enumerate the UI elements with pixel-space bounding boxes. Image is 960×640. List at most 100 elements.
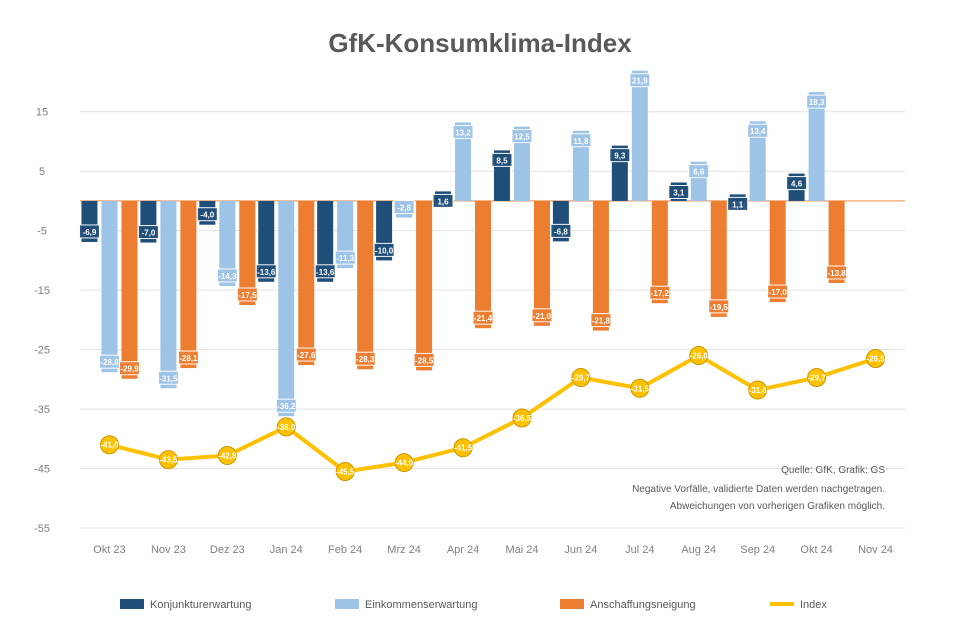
bar xyxy=(710,200,727,317)
data-label-box xyxy=(275,398,297,413)
data-label-box xyxy=(531,308,553,323)
data-label: -28,1 xyxy=(179,354,198,363)
data-label: 12,5 xyxy=(514,133,530,142)
data-label-box xyxy=(609,148,631,163)
index-point xyxy=(158,450,178,470)
bar xyxy=(317,200,334,282)
bar xyxy=(101,200,118,373)
bar xyxy=(298,200,315,366)
data-label: -13,6 xyxy=(316,268,335,277)
source-note: Quelle: GfK, Grafik: GS xyxy=(781,465,885,476)
data-label: -21,4 xyxy=(474,314,493,323)
data-label-box xyxy=(688,164,710,179)
data-label: -6,9 xyxy=(83,228,97,237)
data-label-box xyxy=(629,73,651,88)
index-point xyxy=(630,378,650,398)
data-label-box xyxy=(78,224,100,239)
bar xyxy=(160,200,177,389)
y-tick-label: 15 xyxy=(36,107,48,119)
data-label: 6,6 xyxy=(693,168,705,177)
index-point xyxy=(276,417,296,437)
data-label-box xyxy=(786,176,808,191)
data-label-box xyxy=(590,313,612,328)
legend-label: Konjunkturerwartung xyxy=(150,599,252,611)
data-label: -13,8 xyxy=(827,269,846,278)
data-label-box xyxy=(747,123,769,138)
data-label-box xyxy=(373,242,395,257)
bar xyxy=(180,200,197,369)
data-label: -28,5 xyxy=(415,356,434,365)
bar xyxy=(219,200,236,286)
bar xyxy=(631,70,648,201)
x-tick-label: Jun 24 xyxy=(564,544,597,556)
data-label-box xyxy=(452,124,474,139)
bar xyxy=(651,200,668,304)
data-label: -17,0 xyxy=(769,288,788,297)
x-tick-label: Sep 24 xyxy=(740,544,775,556)
x-tick-label: Mrz 24 xyxy=(387,544,421,556)
bar xyxy=(239,200,256,305)
index-point xyxy=(394,453,414,473)
data-label-box xyxy=(413,352,435,367)
index-point-label: -38,0 xyxy=(277,423,296,432)
data-label: 11,8 xyxy=(573,137,589,146)
bar xyxy=(749,121,766,201)
footnote-line-1: Negative Vorfälle, validierte Daten werd… xyxy=(632,484,885,495)
index-point-label: -44,0 xyxy=(395,459,414,468)
legend-label: Index xyxy=(800,599,827,611)
index-line xyxy=(108,353,877,474)
data-label-box xyxy=(649,285,671,300)
x-tick-label: Nov 24 xyxy=(858,544,893,556)
data-label: -11,3 xyxy=(336,254,354,263)
data-label: 9,3 xyxy=(614,152,626,161)
legend: Konjunkturerwartung Einkommenserwartung An… xyxy=(120,599,827,611)
data-label: -31,5 xyxy=(159,374,178,383)
index-point-label: -43,5 xyxy=(159,456,178,465)
data-label-box xyxy=(216,268,238,283)
y-tick-label: -35 xyxy=(34,404,50,416)
data-label: -17,5 xyxy=(238,291,257,300)
bar xyxy=(455,122,472,201)
data-label: -27,6 xyxy=(297,351,316,360)
data-label-box xyxy=(668,184,690,199)
data-label-box xyxy=(177,350,199,365)
legend-swatch xyxy=(120,599,144,609)
data-label: -4,0 xyxy=(200,211,214,220)
data-label-box xyxy=(137,225,159,240)
data-label-box xyxy=(157,370,179,385)
bar xyxy=(592,200,609,331)
data-label: 18,3 xyxy=(809,98,825,107)
data-label: -13,6 xyxy=(257,268,276,277)
index-point-label: -45,5 xyxy=(336,468,355,477)
data-label-box xyxy=(511,129,533,144)
data-label: -7,0 xyxy=(141,229,155,238)
data-label-box xyxy=(727,196,749,211)
bar xyxy=(258,200,275,282)
index-point xyxy=(217,445,237,465)
index-point-label: -36,5 xyxy=(513,414,532,423)
data-label: 1,1 xyxy=(732,200,744,209)
data-label-box xyxy=(393,200,415,215)
bar xyxy=(513,126,530,201)
index-point-label: -26,0 xyxy=(690,352,709,361)
index-point xyxy=(571,368,591,388)
x-tick-label: Feb 24 xyxy=(328,544,362,556)
data-label-box xyxy=(826,265,848,280)
x-tick-label: Aug 24 xyxy=(681,544,716,556)
x-tick-label: Jan 24 xyxy=(270,544,303,556)
data-label-box xyxy=(196,207,218,222)
x-tick-label: Jul 24 xyxy=(625,544,654,556)
index-point xyxy=(866,349,886,369)
data-label: 3,1 xyxy=(673,188,685,197)
footnote-line-2: Abweichungen von vorherigen Grafiken mög… xyxy=(670,501,885,512)
data-label-box xyxy=(236,287,258,302)
data-label: -28,3 xyxy=(356,355,375,364)
chart-title: GfK-Konsumklima-Index xyxy=(328,28,632,58)
index-point-label: -26,5 xyxy=(866,355,885,364)
bar xyxy=(475,200,492,329)
x-tick-label: Mai 24 xyxy=(505,544,538,556)
index-point xyxy=(335,462,355,482)
data-label-box xyxy=(767,284,789,299)
